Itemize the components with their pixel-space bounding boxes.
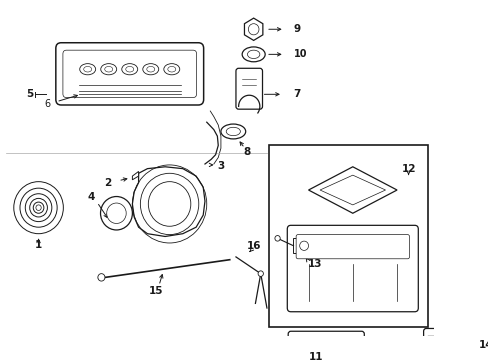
- FancyBboxPatch shape: [287, 225, 417, 312]
- Circle shape: [274, 235, 280, 241]
- FancyBboxPatch shape: [63, 50, 196, 98]
- Text: 1: 1: [35, 240, 42, 250]
- FancyBboxPatch shape: [56, 43, 203, 105]
- Text: 14: 14: [478, 340, 488, 350]
- Ellipse shape: [101, 64, 117, 75]
- Text: 7: 7: [293, 89, 300, 99]
- Ellipse shape: [242, 47, 264, 62]
- Polygon shape: [132, 167, 204, 237]
- Ellipse shape: [146, 67, 154, 72]
- Text: 8: 8: [243, 147, 250, 157]
- FancyBboxPatch shape: [296, 235, 408, 259]
- Polygon shape: [132, 171, 138, 180]
- Text: 12: 12: [401, 164, 415, 174]
- Ellipse shape: [226, 127, 240, 136]
- Ellipse shape: [221, 124, 245, 139]
- Text: 5: 5: [26, 89, 33, 99]
- Polygon shape: [244, 18, 263, 40]
- Ellipse shape: [122, 64, 138, 75]
- Ellipse shape: [80, 64, 96, 75]
- Ellipse shape: [247, 50, 259, 59]
- Text: 11: 11: [308, 352, 322, 360]
- Text: 6: 6: [44, 99, 50, 109]
- Circle shape: [258, 271, 263, 276]
- Circle shape: [248, 24, 259, 35]
- Ellipse shape: [142, 64, 159, 75]
- Bar: [268, 145, 427, 327]
- Circle shape: [36, 205, 41, 211]
- Ellipse shape: [104, 67, 112, 72]
- Polygon shape: [308, 167, 396, 213]
- Text: 2: 2: [104, 177, 111, 188]
- FancyBboxPatch shape: [287, 331, 364, 352]
- Text: 10: 10: [293, 49, 306, 59]
- Text: 16: 16: [246, 241, 261, 251]
- Bar: [293, 238, 314, 253]
- Text: 13: 13: [307, 259, 321, 269]
- Text: 15: 15: [149, 286, 163, 296]
- FancyBboxPatch shape: [236, 68, 262, 109]
- FancyBboxPatch shape: [423, 328, 449, 360]
- Circle shape: [98, 274, 105, 281]
- Text: 9: 9: [293, 24, 300, 34]
- Circle shape: [299, 241, 308, 251]
- Ellipse shape: [83, 67, 91, 72]
- Ellipse shape: [125, 67, 133, 72]
- Ellipse shape: [163, 64, 180, 75]
- Text: 3: 3: [217, 161, 224, 171]
- Circle shape: [101, 197, 132, 230]
- Text: 4: 4: [88, 192, 95, 202]
- Ellipse shape: [167, 67, 175, 72]
- Polygon shape: [319, 175, 385, 205]
- Circle shape: [106, 203, 126, 224]
